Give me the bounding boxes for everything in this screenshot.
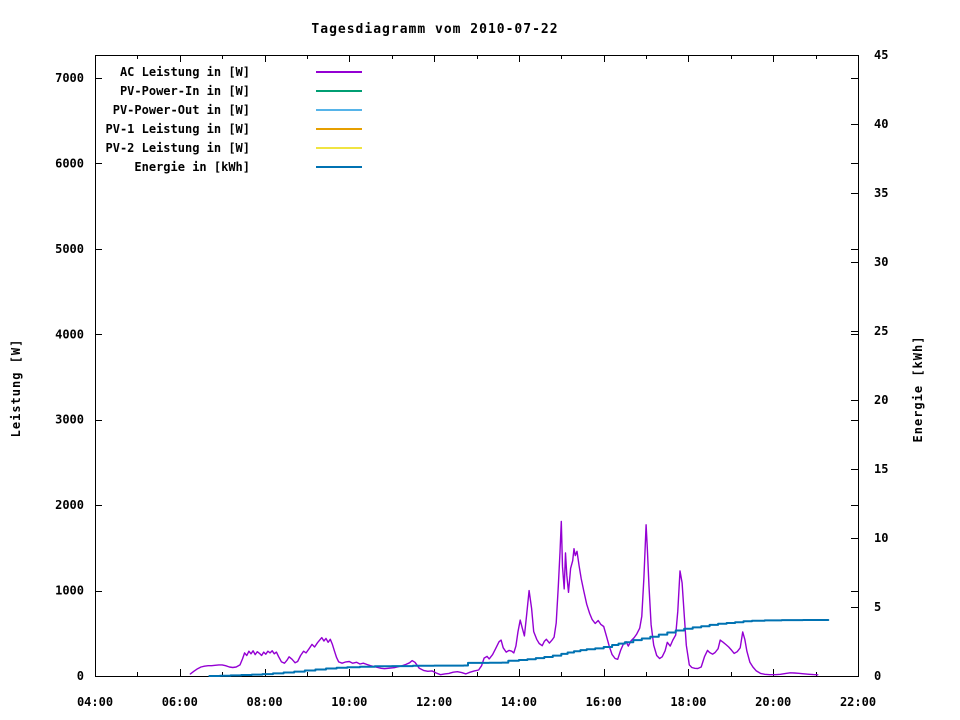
y-tick-label: 5000	[55, 242, 84, 256]
y-tick-label: 2000	[55, 498, 84, 512]
legend-label: PV-Power-In in [W]	[120, 84, 250, 98]
y-tick-label: 7000	[55, 71, 84, 85]
chart-title: Tagesdiagramm vom 2010-07-22	[311, 22, 559, 37]
y2-tick-label: 20	[874, 393, 888, 407]
y-tick-label: 6000	[55, 156, 84, 170]
x-tick-label: 18:00	[670, 695, 706, 709]
y2-axis-label: Energie [kWh]	[911, 335, 925, 443]
legend-label: PV-1 Leistung in [W]	[106, 122, 251, 136]
y-tick-label: 0	[77, 669, 84, 683]
y2-tick-label: 10	[874, 531, 888, 545]
x-tick-label: 10:00	[331, 695, 367, 709]
legend-label: PV-Power-Out in [W]	[113, 103, 250, 117]
y-tick-label: 1000	[55, 584, 84, 598]
series-line-energie-in-kwh	[208, 619, 830, 677]
legend-label: PV-2 Leistung in [W]	[106, 141, 251, 155]
x-tick-label: 06:00	[162, 695, 198, 709]
x-tick-label: 08:00	[246, 695, 282, 709]
x-tick-label: 16:00	[586, 695, 622, 709]
y2-tick-label: 45	[874, 48, 888, 62]
y-axis-label: Leistung [W]	[9, 338, 23, 438]
y2-tick-label: 40	[874, 117, 888, 131]
x-tick-label: 22:00	[840, 695, 876, 709]
y2-tick-label: 0	[874, 669, 881, 683]
y2-tick-label: 30	[874, 255, 888, 269]
legend-label: AC Leistung in [W]	[120, 65, 250, 79]
legend-label: Energie in [kWh]	[134, 160, 250, 174]
x-tick-label: 20:00	[755, 695, 791, 709]
y2-tick-label: 5	[874, 600, 881, 614]
y2-tick-label: 35	[874, 186, 888, 200]
x-tick-label: 12:00	[416, 695, 452, 709]
y2-tick-label: 15	[874, 462, 888, 476]
x-tick-label: 14:00	[501, 695, 537, 709]
y-tick-label: 3000	[55, 413, 84, 427]
series-line-ac-leistung-in-w	[189, 520, 819, 676]
x-tick-label: 04:00	[77, 695, 113, 709]
y2-tick-label: 25	[874, 324, 888, 338]
y-tick-label: 4000	[55, 327, 84, 341]
